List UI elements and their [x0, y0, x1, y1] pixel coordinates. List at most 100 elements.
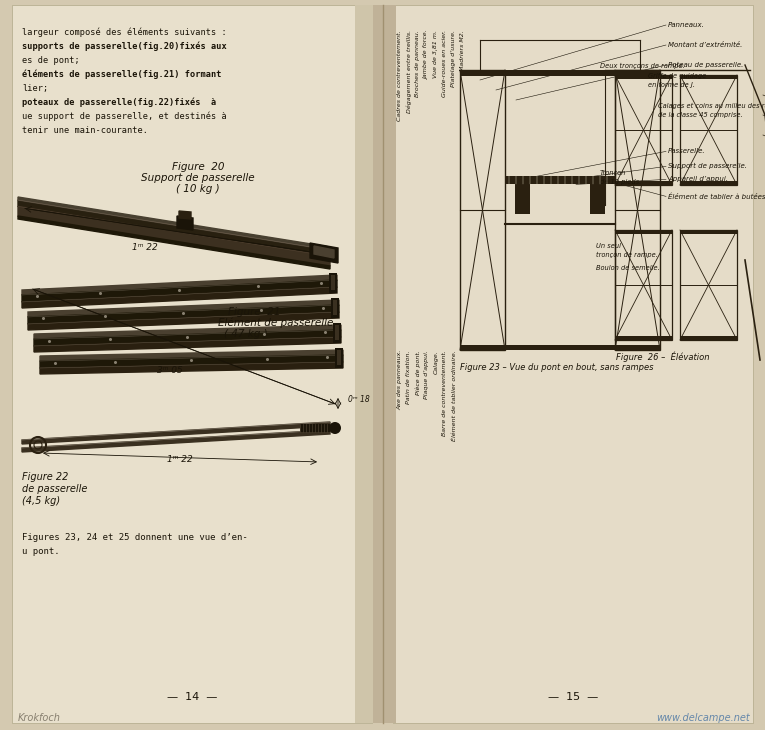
Bar	[680, 75, 737, 79]
Bar	[355, 5, 373, 723]
Text: Montant d’extrémité.: Montant d’extrémité.	[668, 42, 742, 48]
Bar	[460, 70, 505, 350]
Bar	[680, 181, 737, 185]
Bar	[615, 181, 672, 185]
Polygon shape	[28, 300, 339, 317]
Polygon shape	[28, 312, 339, 330]
Text: www.delcampe.net: www.delcampe.net	[656, 713, 750, 723]
Bar	[505, 177, 615, 185]
Bar	[680, 230, 737, 234]
Polygon shape	[40, 355, 343, 368]
Text: Platelage d’usure.: Platelage d’usure.	[451, 30, 457, 87]
Polygon shape	[179, 211, 191, 219]
Polygon shape	[34, 325, 341, 339]
Text: es de pont;: es de pont;	[22, 56, 80, 65]
Text: en forme de J.: en forme de J.	[648, 82, 695, 88]
Text: Krokfoch: Krokfoch	[18, 713, 61, 723]
Bar	[300, 424, 330, 432]
Bar	[12, 5, 372, 723]
Bar	[335, 348, 343, 368]
Bar	[615, 336, 672, 340]
Bar	[680, 230, 737, 340]
Text: Madriers M2.: Madriers M2.	[461, 30, 465, 71]
Text: Boulon de semelle.: Boulon de semelle.	[596, 265, 659, 271]
Text: supports de passerelle(fig.20)fixés aux: supports de passerelle(fig.20)fixés aux	[22, 42, 226, 51]
Polygon shape	[310, 243, 338, 263]
Bar	[680, 336, 737, 340]
Bar	[333, 323, 341, 343]
Bar	[615, 70, 660, 350]
Text: Appareil d’appui.: Appareil d’appui.	[668, 177, 728, 182]
Bar	[460, 345, 660, 350]
Text: largeur composé des éléments suivants :: largeur composé des éléments suivants :	[22, 28, 226, 37]
Bar	[590, 185, 605, 215]
Bar	[460, 70, 660, 76]
Polygon shape	[40, 362, 343, 374]
Polygon shape	[34, 330, 341, 346]
Text: Griffe de guidage: Griffe de guidage	[648, 73, 706, 79]
Polygon shape	[28, 305, 339, 324]
Text: Cadres de contreventement.: Cadres de contreventement.	[398, 30, 402, 120]
Text: 0ᵐ 18: 0ᵐ 18	[348, 395, 369, 404]
Polygon shape	[34, 337, 341, 352]
Bar	[615, 75, 672, 185]
Text: Plaque d’appui.: Plaque d’appui.	[425, 350, 429, 399]
Text: Pièce de pont.: Pièce de pont.	[415, 350, 421, 395]
Text: de la classe 45 comprise.: de la classe 45 comprise.	[658, 112, 743, 118]
Polygon shape	[18, 216, 330, 269]
Text: Barre de contreventement.: Barre de contreventement.	[442, 350, 448, 436]
Polygon shape	[18, 197, 330, 250]
Bar	[329, 273, 337, 293]
Text: Calage.: Calage.	[434, 350, 438, 374]
Text: Vue de 3,81 m.: Vue de 3,81 m.	[434, 30, 438, 78]
Polygon shape	[22, 275, 337, 295]
Bar	[370, 5, 396, 723]
Text: Guide-roues en acier.: Guide-roues en acier.	[442, 30, 448, 97]
Text: Élément de tablier ordinaire.: Élément de tablier ordinaire.	[451, 350, 457, 441]
Polygon shape	[22, 430, 330, 452]
Polygon shape	[22, 422, 330, 444]
Bar	[331, 275, 335, 290]
Text: —  14  —: — 14 —	[167, 692, 217, 702]
Text: Tronçon: Tronçon	[600, 170, 627, 176]
Circle shape	[329, 422, 341, 434]
Bar	[333, 300, 337, 315]
Text: éléments de passerelle(fig.21) formant: éléments de passerelle(fig.21) formant	[22, 69, 222, 79]
Text: (4,5 kg): (4,5 kg)	[22, 496, 60, 506]
Text: Deux tronçons de rampe.: Deux tronçons de rampe.	[600, 63, 685, 69]
Text: Calages et coins au milieu des rampes à partir: Calages et coins au milieu des rampes à …	[658, 102, 765, 109]
Bar	[515, 185, 530, 215]
Text: Passerelle.: Passerelle.	[668, 148, 705, 155]
Text: Support de passerelle: Support de passerelle	[142, 173, 255, 183]
Text: 3ᵐ 05: 3ᵐ 05	[157, 366, 183, 375]
Text: de 10 pieds.: de 10 pieds.	[600, 179, 641, 185]
Polygon shape	[40, 350, 343, 361]
Polygon shape	[177, 216, 193, 230]
Text: Figure  26 –  Élévation: Figure 26 – Élévation	[616, 352, 709, 362]
Bar	[335, 325, 339, 340]
Text: Figure 22: Figure 22	[22, 472, 68, 482]
Bar	[615, 75, 672, 79]
Text: 1ᵐ 22: 1ᵐ 22	[132, 243, 158, 252]
Text: —  15  —: — 15 —	[548, 692, 598, 702]
Polygon shape	[22, 280, 337, 302]
Text: Poteau de passerelle.: Poteau de passerelle.	[668, 62, 744, 68]
Text: Broches de panneau.: Broches de panneau.	[415, 30, 421, 97]
Text: ( 10 kg ): ( 10 kg )	[176, 184, 220, 194]
Text: ue support de passerelle, et destinés à: ue support de passerelle, et destinés à	[22, 112, 226, 121]
Text: Patin de fixation.: Patin de fixation.	[406, 350, 412, 404]
Text: poteaux de passerelle(fig.22)fixés  à: poteaux de passerelle(fig.22)fixés à	[22, 98, 216, 107]
Polygon shape	[18, 207, 330, 266]
Text: Axe des panneaux.: Axe des panneaux.	[398, 350, 402, 410]
Text: tenir une main-courante.: tenir une main-courante.	[22, 126, 148, 135]
Text: lier;: lier;	[22, 84, 48, 93]
Bar	[337, 350, 341, 365]
Text: Figure  21: Figure 21	[228, 307, 281, 317]
Bar	[393, 5, 753, 723]
Text: Figure  20: Figure 20	[172, 162, 224, 172]
Text: Figure 23 – Vue du pont en bout, sans rampes: Figure 23 – Vue du pont en bout, sans ra…	[460, 363, 653, 372]
Bar	[331, 298, 339, 318]
Text: tronçon de rampe.: tronçon de rampe.	[596, 252, 658, 258]
Text: u pont.: u pont.	[22, 547, 60, 556]
Bar	[615, 230, 672, 340]
